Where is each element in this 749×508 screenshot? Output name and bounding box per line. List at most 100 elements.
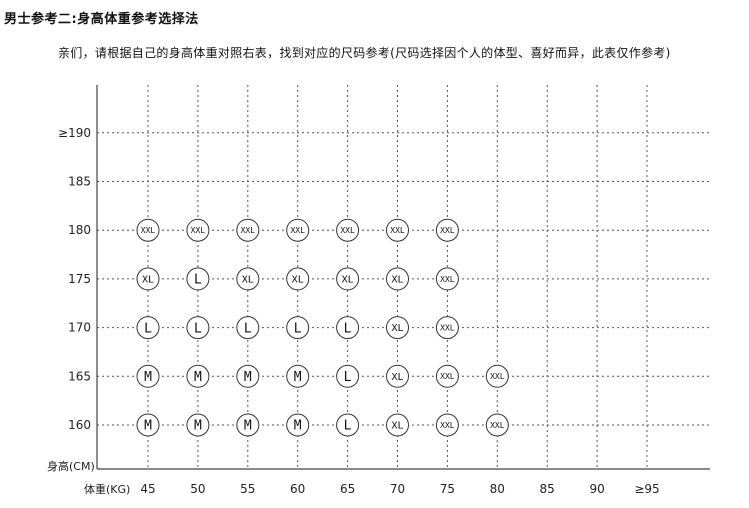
size-marker: M [136, 364, 160, 388]
size-marker-label: XL [142, 275, 154, 286]
x-tick-label: 55 [240, 482, 255, 496]
x-tick-label: 45 [140, 482, 155, 496]
size-marker-circle [286, 316, 310, 340]
page-title: 男士参考二:身高体重参考选择法 [4, 12, 199, 27]
size-marker-label: XXL [390, 226, 405, 235]
size-marker: XXL [186, 218, 210, 242]
size-marker-circle [236, 364, 260, 388]
size-marker-label: XL [391, 275, 403, 286]
y-axis-label: 身高(CM) [47, 459, 95, 473]
size-marker-label: XXL [290, 226, 305, 235]
size-marker-circle [435, 267, 459, 291]
size-marker-circle [485, 413, 509, 437]
size-marker-label: XXL [440, 275, 455, 284]
size-marker: XXL [136, 218, 160, 242]
size-marker-circle [485, 364, 509, 388]
size-marker-circle [236, 413, 260, 437]
size-marker: XL [386, 413, 409, 437]
size-marker-circle [286, 218, 310, 242]
size-marker: L [286, 316, 310, 340]
size-marker: XXL [485, 413, 509, 437]
size-marker-label: XXL [340, 226, 355, 235]
size-marker-circle [336, 413, 360, 437]
y-tick-label: 170 [68, 321, 91, 335]
size-marker-circle [435, 218, 459, 242]
size-marker-label: M [294, 370, 302, 385]
size-marker: XXL [435, 267, 459, 291]
size-marker: XXL [286, 218, 310, 242]
size-marker: M [286, 364, 310, 388]
x-tick-label: 50 [190, 482, 205, 496]
x-tick-label: 70 [390, 482, 405, 496]
size-marker-circle [136, 413, 160, 437]
size-marker-circle [336, 316, 360, 340]
tick-labels: 45 50 55 60 65 70 75 80 85 90 ≥95 160 165 170 175 180 18… [58, 126, 660, 496]
size-marker-circle [186, 316, 210, 340]
size-marker-label: L [194, 273, 202, 288]
size-marker-label: L [294, 321, 302, 336]
size-marker: XXL [386, 218, 409, 242]
size-marker: L [336, 413, 360, 437]
size-marker-circle [186, 218, 210, 242]
size-marker-label: L [344, 419, 352, 434]
y-tick-label: 165 [68, 369, 91, 383]
size-marker-circle [435, 316, 459, 340]
size-marker-circle [236, 316, 260, 340]
size-marker-circle [186, 413, 210, 437]
y-tick-label: 180 [68, 223, 91, 237]
size-marker-label: M [244, 419, 252, 434]
size-marker-label: XL [391, 372, 403, 383]
size-marker-circle [136, 364, 160, 388]
size-marker: L [336, 316, 360, 340]
size-marker-circle [336, 364, 360, 388]
size-marker-label: XL [391, 421, 403, 432]
size-marker-label: XL [391, 323, 403, 334]
size-marker-circle [136, 218, 160, 242]
size-marker: L [136, 316, 160, 340]
y-tick-label: ≥190 [58, 126, 91, 140]
size-marker-label: L [344, 321, 352, 336]
size-marker-label: XXL [490, 421, 505, 430]
size-marker-circle [386, 267, 409, 291]
size-marker: XL [386, 316, 409, 340]
size-marker-circle [336, 267, 360, 291]
x-tick-label: 65 [340, 482, 355, 496]
x-tick-label: 85 [540, 482, 555, 496]
x-tick-label: 75 [440, 482, 455, 496]
size-marker-circle [186, 364, 210, 388]
size-marker-label: M [194, 419, 202, 434]
page-subtitle: 亲们，请根据自己的身高体重对照右表，找到对应的尺码参考(尺码选择因个人的体型、喜… [58, 46, 671, 60]
size-marker: M [136, 413, 160, 437]
size-marker: XXL [236, 218, 260, 242]
size-marker: XL [386, 364, 409, 388]
size-marker: M [236, 364, 260, 388]
size-marker: XXL [485, 364, 509, 388]
size-marker: XL [236, 267, 260, 291]
size-marker: XXL [435, 413, 459, 437]
chart-axes [96, 85, 710, 470]
size-marker-label: M [144, 419, 152, 434]
size-marker: L [336, 364, 360, 388]
size-marker-label: XXL [440, 372, 455, 381]
size-marker: XL [286, 267, 310, 291]
x-tick-label: 80 [490, 482, 505, 496]
size-marker-label: L [244, 321, 252, 336]
size-marker-circle [386, 364, 409, 388]
size-marker: XL [386, 267, 409, 291]
x-tick-label: ≥95 [634, 482, 659, 496]
size-marker-label: M [194, 370, 202, 385]
y-tick-label: 175 [68, 272, 91, 286]
size-marker-label: XXL [440, 421, 455, 430]
size-marker-circle [136, 267, 160, 291]
size-marker: XL [336, 267, 360, 291]
size-marker: XXL [336, 218, 360, 242]
size-marker-label: M [294, 419, 302, 434]
size-marker-label: XXL [490, 372, 505, 381]
size-marker-circle [435, 364, 459, 388]
size-marker-label: L [144, 321, 152, 336]
size-marker: XL [136, 267, 160, 291]
size-marker-circle [136, 316, 160, 340]
size-marker-label: L [344, 370, 352, 385]
size-marker-circle [286, 413, 310, 437]
